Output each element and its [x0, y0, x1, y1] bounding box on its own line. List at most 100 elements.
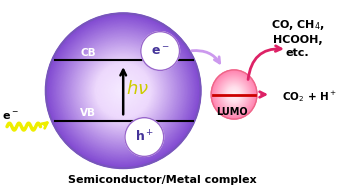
Ellipse shape [219, 78, 250, 111]
Ellipse shape [88, 56, 158, 125]
Ellipse shape [119, 86, 128, 95]
Ellipse shape [213, 72, 255, 117]
Ellipse shape [95, 63, 151, 119]
Ellipse shape [84, 51, 163, 130]
Ellipse shape [75, 43, 171, 139]
Ellipse shape [215, 74, 253, 115]
Ellipse shape [101, 68, 146, 113]
Ellipse shape [47, 15, 199, 167]
Ellipse shape [215, 74, 253, 115]
Ellipse shape [64, 32, 182, 149]
Ellipse shape [106, 74, 140, 108]
Ellipse shape [58, 26, 188, 156]
Ellipse shape [95, 62, 152, 119]
Ellipse shape [230, 90, 238, 99]
Ellipse shape [46, 14, 200, 167]
Ellipse shape [76, 43, 170, 138]
Ellipse shape [67, 34, 180, 147]
Ellipse shape [81, 49, 165, 132]
Ellipse shape [104, 71, 143, 110]
Ellipse shape [228, 88, 240, 101]
Ellipse shape [72, 40, 174, 142]
Ellipse shape [49, 16, 197, 165]
Ellipse shape [113, 81, 133, 101]
Ellipse shape [224, 84, 244, 105]
Ellipse shape [218, 77, 250, 112]
Ellipse shape [233, 93, 235, 96]
Ellipse shape [223, 82, 246, 107]
Ellipse shape [54, 21, 193, 160]
Text: VB: VB [80, 108, 96, 118]
Ellipse shape [99, 66, 148, 115]
Ellipse shape [50, 17, 197, 164]
Text: e$^-$: e$^-$ [2, 111, 19, 122]
Ellipse shape [79, 46, 167, 135]
Text: h$^+$: h$^+$ [135, 129, 154, 145]
Ellipse shape [117, 84, 130, 97]
Ellipse shape [81, 48, 166, 133]
Ellipse shape [57, 24, 190, 157]
Ellipse shape [118, 85, 128, 96]
Ellipse shape [74, 42, 172, 139]
Ellipse shape [223, 83, 245, 106]
Ellipse shape [54, 22, 192, 160]
Ellipse shape [218, 77, 251, 112]
Ellipse shape [53, 20, 194, 161]
Ellipse shape [227, 87, 241, 102]
Ellipse shape [87, 54, 159, 127]
Ellipse shape [99, 67, 147, 115]
Ellipse shape [217, 76, 251, 113]
Ellipse shape [57, 25, 189, 156]
Ellipse shape [88, 55, 159, 126]
Ellipse shape [94, 61, 153, 120]
Ellipse shape [55, 22, 191, 159]
Ellipse shape [83, 50, 163, 131]
Ellipse shape [97, 64, 150, 117]
Ellipse shape [108, 76, 138, 105]
Ellipse shape [74, 41, 173, 140]
Ellipse shape [125, 118, 164, 156]
Text: CO, CH$_4$,
HCOOH,
etc.: CO, CH$_4$, HCOOH, etc. [271, 18, 324, 58]
Ellipse shape [90, 57, 157, 124]
Ellipse shape [211, 70, 257, 119]
Ellipse shape [121, 88, 126, 93]
Ellipse shape [100, 67, 146, 114]
Ellipse shape [98, 65, 149, 116]
Text: Semiconductor/Metal complex: Semiconductor/Metal complex [68, 175, 256, 185]
Ellipse shape [219, 79, 249, 111]
Ellipse shape [86, 53, 161, 128]
Ellipse shape [102, 70, 144, 112]
Ellipse shape [232, 93, 236, 96]
Ellipse shape [61, 29, 185, 153]
Ellipse shape [220, 80, 248, 109]
Ellipse shape [68, 36, 178, 146]
Ellipse shape [84, 52, 162, 129]
Ellipse shape [93, 60, 153, 121]
Ellipse shape [225, 85, 243, 104]
Ellipse shape [115, 83, 131, 98]
Ellipse shape [122, 89, 125, 92]
Ellipse shape [51, 19, 195, 163]
Ellipse shape [105, 72, 142, 109]
Ellipse shape [105, 73, 141, 108]
Ellipse shape [114, 81, 132, 100]
Ellipse shape [226, 85, 243, 104]
Ellipse shape [228, 88, 240, 101]
Ellipse shape [82, 50, 164, 132]
Ellipse shape [109, 77, 137, 105]
Ellipse shape [231, 91, 238, 98]
Ellipse shape [77, 44, 170, 137]
Ellipse shape [222, 82, 246, 107]
Ellipse shape [101, 69, 145, 112]
Ellipse shape [69, 36, 177, 145]
Ellipse shape [78, 46, 168, 136]
Ellipse shape [60, 27, 187, 154]
Ellipse shape [70, 38, 176, 143]
Ellipse shape [112, 80, 134, 101]
Ellipse shape [229, 89, 239, 100]
Ellipse shape [233, 94, 235, 95]
Ellipse shape [221, 81, 247, 108]
Text: $h\nu$: $h\nu$ [126, 80, 149, 98]
Ellipse shape [120, 88, 126, 94]
Ellipse shape [141, 32, 180, 70]
